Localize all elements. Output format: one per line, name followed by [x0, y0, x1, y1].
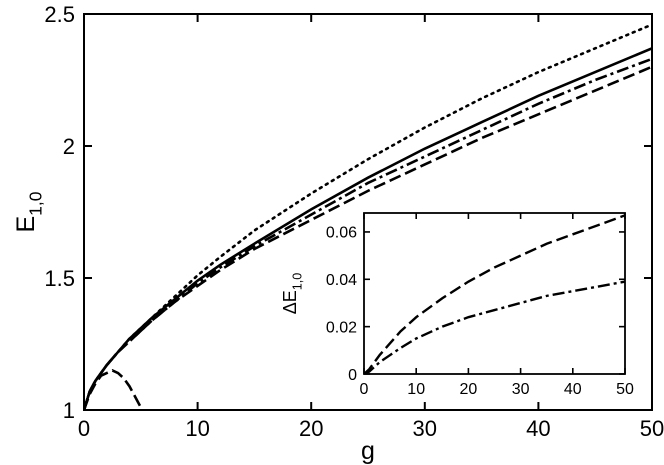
main-x-tick-label: 0 — [78, 416, 90, 441]
inset-y-tick-label: 0.02 — [326, 319, 357, 336]
inset-y-tick-label: 0.04 — [326, 272, 357, 289]
inset-x-tick-label: 50 — [616, 381, 634, 398]
main-x-tick-label: 10 — [185, 416, 209, 441]
inset-y-tick-label: 0.06 — [326, 225, 357, 242]
inset-y-tick-label: 0 — [348, 367, 357, 384]
inset-x-tick-label: 30 — [512, 381, 530, 398]
main-x-axis-label: g — [361, 437, 375, 465]
main-y-tick-label: 1 — [63, 398, 75, 423]
inset-x-tick-label: 0 — [360, 381, 369, 398]
main-series-dash-dot-line — [84, 57, 652, 410]
inset-x-tick-label: 20 — [460, 381, 478, 398]
inset-y-axis-label: ΔE1,0 — [280, 273, 304, 315]
inset-series-dashed-line — [364, 214, 625, 374]
inset-x-tick-label: 10 — [407, 381, 425, 398]
inset-series-dash-dot-line — [364, 280, 625, 374]
main-x-tick-label: 30 — [413, 416, 437, 441]
inset-plot-frame — [363, 212, 626, 375]
main-y-tick-label: 2 — [63, 134, 75, 159]
main-x-tick-label: 20 — [299, 416, 323, 441]
main-x-tick-label: 40 — [526, 416, 550, 441]
main-series-dashed-line — [84, 368, 144, 410]
main-series-dashed-line — [84, 65, 652, 410]
main-y-tick-label: 2.5 — [44, 2, 75, 27]
main-x-tick-label: 50 — [640, 416, 664, 441]
inset-x-tick-label: 40 — [564, 381, 582, 398]
main-y-tick-label: 1.5 — [44, 266, 75, 291]
inset-chart: 0 10 20 30 40 50 0 0.02 0.04 0.06 ΔE1,0 — [280, 212, 634, 398]
main-y-axis-label: E1,0 — [12, 191, 46, 232]
